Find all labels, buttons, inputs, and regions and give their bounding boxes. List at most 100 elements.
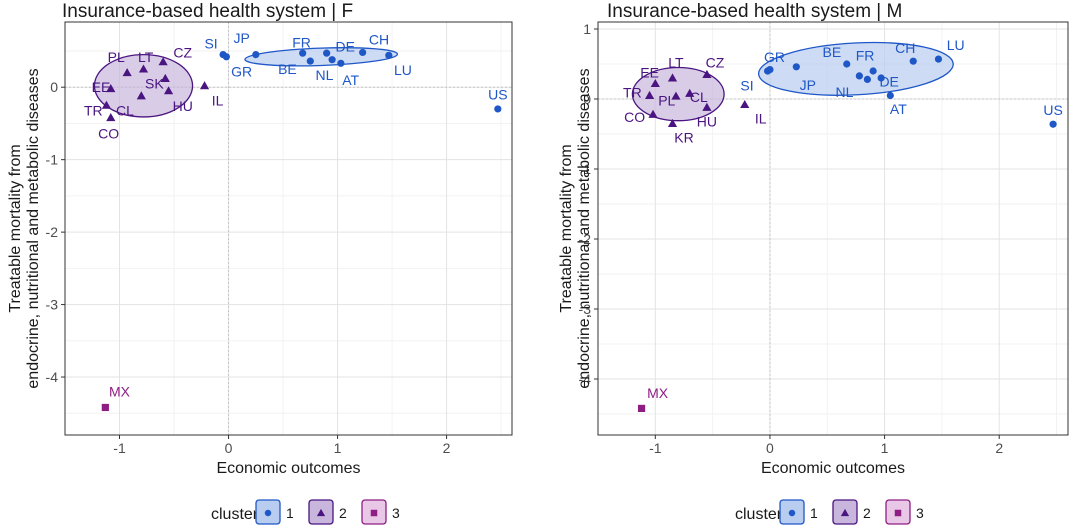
data-point-si bbox=[764, 67, 772, 75]
x-tick-label: 1 bbox=[881, 440, 889, 456]
point-label-si: SI bbox=[204, 36, 217, 52]
point-label-hu: HU bbox=[173, 98, 193, 114]
legend-label-1: 1 bbox=[810, 505, 818, 521]
data-point-lu bbox=[934, 55, 943, 63]
y-tick-label: -1 bbox=[579, 161, 592, 177]
y-tick-label: -3 bbox=[46, 297, 59, 313]
legend: cluster 1 2 3 cluster 1 2 3 bbox=[211, 499, 924, 525]
point-label-be: BE bbox=[823, 44, 842, 60]
point-label-kr: KR bbox=[674, 130, 693, 146]
y-tick-label: -4 bbox=[46, 369, 59, 385]
x-tick-label: -1 bbox=[113, 440, 126, 456]
data-point-co bbox=[106, 113, 116, 122]
point-label-tr: TR bbox=[84, 102, 103, 118]
data-point-us bbox=[1049, 120, 1057, 128]
y-tick-label: -1 bbox=[46, 152, 59, 168]
cluster-ellipses bbox=[631, 41, 954, 122]
data-point-us bbox=[494, 105, 502, 113]
data-point-mx bbox=[637, 404, 646, 412]
y-tick-label: -2 bbox=[579, 231, 592, 247]
data-point-nl bbox=[328, 56, 336, 64]
x-tick-label: 0 bbox=[225, 440, 233, 456]
point-label-co: CO bbox=[624, 109, 645, 125]
plot-border bbox=[64, 21, 513, 436]
x-tick-label: 0 bbox=[766, 440, 774, 456]
data-point-fr bbox=[843, 60, 851, 68]
legend-label-1: 1 bbox=[286, 505, 294, 521]
data-point-be bbox=[792, 63, 800, 71]
data-point-de bbox=[869, 67, 877, 75]
point-label-us: US bbox=[1043, 102, 1062, 118]
point-label-at: AT bbox=[342, 72, 359, 88]
point-label-cl: CL bbox=[116, 102, 134, 118]
legend-marker-3 bbox=[370, 509, 378, 517]
point-label-lt: LT bbox=[138, 49, 154, 65]
chart-panel-1: Insurance-based health system | F SI JP GR F… bbox=[7, 1, 513, 477]
data-point-cl bbox=[136, 91, 146, 100]
data-point-ee bbox=[106, 84, 116, 93]
point-label-mx: MX bbox=[647, 385, 669, 401]
point-label-jp: JP bbox=[800, 77, 816, 93]
y-axis-title: Treatable mortality from bbox=[558, 144, 575, 312]
point-label-mx: MX bbox=[109, 384, 131, 400]
data-point-lu bbox=[385, 51, 393, 59]
data-point-tr bbox=[644, 90, 655, 99]
cluster-2-ellipse bbox=[93, 53, 194, 118]
data-point-at bbox=[337, 59, 345, 67]
point-label-il: IL bbox=[212, 92, 224, 108]
data-point-x6 bbox=[877, 74, 885, 82]
point-label-us: US bbox=[488, 86, 507, 102]
point-label-nl: NL bbox=[836, 84, 854, 100]
data-point-de bbox=[323, 49, 331, 57]
legend-marker-1 bbox=[264, 509, 272, 517]
legend-label-2: 2 bbox=[339, 505, 347, 521]
data-point-ee bbox=[650, 79, 660, 88]
point-label-gr: GR bbox=[764, 49, 785, 65]
data-point-hu bbox=[163, 86, 174, 95]
data-point-lt bbox=[667, 73, 678, 82]
data-point-il bbox=[199, 81, 210, 90]
point-label-fr: FR bbox=[292, 34, 311, 50]
x-axis-title: Economic outcomes bbox=[761, 460, 905, 477]
point-label-pl: PL bbox=[108, 49, 125, 65]
point-label-lt: LT bbox=[668, 55, 684, 71]
point-label-lu: LU bbox=[394, 62, 412, 78]
legend-marker-2 bbox=[316, 508, 326, 517]
point-label-de: DE bbox=[335, 39, 354, 55]
point-label-sk: SK bbox=[145, 76, 164, 92]
legend-2: cluster 1 2 3 bbox=[735, 499, 924, 525]
y-axis-title: endocrine, nutritional and metabolic dis… bbox=[576, 68, 593, 388]
y-tick-label: -3 bbox=[579, 301, 592, 317]
data-point-co bbox=[648, 109, 658, 118]
data-point-pl bbox=[671, 91, 681, 100]
point-label-nl: NL bbox=[316, 67, 334, 83]
data-point-mx bbox=[101, 403, 109, 412]
point-label-si: SI bbox=[740, 78, 753, 94]
data-point-gr bbox=[222, 53, 230, 61]
legend-label-3: 3 bbox=[392, 505, 400, 521]
y-axis-title: Treatable mortality from bbox=[7, 144, 24, 312]
legend-label-3: 3 bbox=[916, 505, 924, 521]
data-point-lt bbox=[138, 64, 149, 73]
legend-title: cluster bbox=[211, 506, 259, 523]
data-point-be bbox=[306, 57, 314, 65]
point-label-co: CO bbox=[98, 126, 119, 142]
x-tick-label: 1 bbox=[334, 440, 342, 456]
point-label-lu: LU bbox=[947, 37, 965, 53]
data-point-x5 bbox=[863, 75, 871, 83]
chart-title: Insurance-based health system | M bbox=[607, 1, 902, 22]
point-label-ee: EE bbox=[640, 64, 659, 80]
data-point-jp bbox=[252, 51, 260, 59]
point-label-ch: CH bbox=[369, 31, 389, 47]
chart-title: Insurance-based health system | F bbox=[62, 1, 353, 22]
point-label-il: IL bbox=[755, 111, 767, 127]
data-point-cz bbox=[158, 57, 168, 66]
point-label-tr: TR bbox=[623, 85, 642, 101]
point-label-hu: HU bbox=[697, 113, 717, 129]
legend-marker-3 bbox=[894, 509, 902, 517]
x-tick-label: 2 bbox=[443, 440, 451, 456]
data-point-cz bbox=[702, 69, 712, 78]
